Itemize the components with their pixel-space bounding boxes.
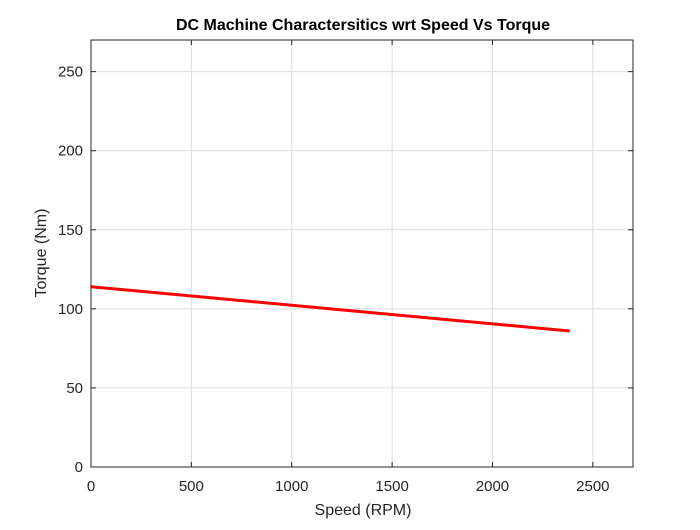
y-tick-label: 150 — [58, 222, 83, 239]
plot-area — [91, 40, 633, 467]
y-tick-label: 50 — [66, 380, 83, 397]
x-tick-label: 2000 — [476, 478, 509, 495]
x-tick-label: 500 — [179, 478, 204, 495]
ticks — [90, 40, 633, 468]
y-tick-label: 200 — [58, 143, 83, 160]
series-layer — [90, 285, 570, 333]
x-tick-label: 1500 — [375, 478, 408, 495]
tick-labels: 0 500 1000 1500 2000 2500 0 50 100 150 200 250 — [58, 64, 610, 495]
x-tick-label: 1000 — [275, 478, 308, 495]
y-tick-label: 0 — [75, 459, 83, 476]
axes-box — [90, 39, 634, 468]
x-axis-label: Speed (RPM) — [315, 502, 412, 519]
y-tick-label: 100 — [58, 301, 83, 318]
x-tick-label: 0 — [87, 478, 95, 495]
series-line-torque — [90, 285, 570, 333]
y-tick-label: 250 — [58, 64, 83, 81]
x-tick-label: 2500 — [576, 478, 609, 495]
y-axis-label: Torque (Nm) — [33, 209, 50, 298]
chart-title: DC Machine Charactersitics wrt Speed Vs … — [176, 17, 550, 34]
